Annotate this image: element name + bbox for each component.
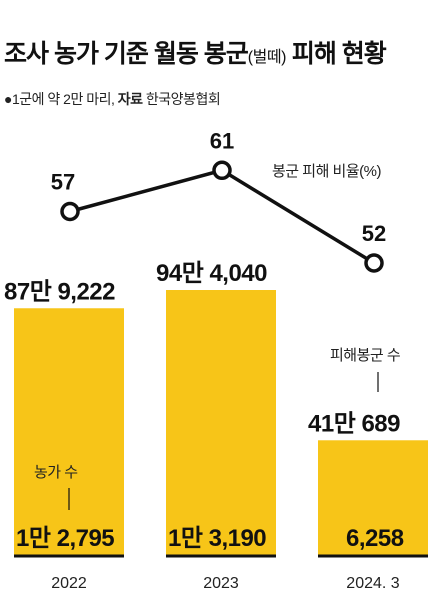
farm-count-label: 6,258	[346, 525, 404, 552]
bar-value-label: 94만 4,040	[156, 260, 267, 287]
bar-value-label: 41만 689	[308, 410, 400, 437]
farm-legend-annotation: 농가 수	[34, 464, 78, 481]
rate-legend-annotation: 봉군 피해 비율(%)	[272, 163, 381, 180]
bar-2022	[14, 308, 124, 556]
rate-value-label: 61	[210, 128, 234, 153]
rate-value-label: 57	[51, 170, 75, 195]
bar-value-label: 87만 9,222	[4, 278, 115, 305]
colony-legend-annotation: 피해봉군 수	[330, 347, 400, 364]
bar-2023	[166, 290, 276, 556]
rate-point	[212, 160, 232, 181]
farm-count-label: 1만 2,795	[16, 525, 114, 552]
rate-point	[60, 201, 80, 222]
rate-point	[364, 253, 384, 273]
x-tick-label: 2022	[51, 575, 87, 592]
bar-20243	[318, 440, 428, 556]
chart-title: 조사 농가 기준 월동 봉군(벌떼) 피해 현황	[4, 40, 387, 68]
x-tick-label: 2023	[203, 575, 239, 592]
x-tick-label: 2024. 3	[346, 575, 399, 592]
rate-line	[69, 168, 375, 265]
chart-subtitle: ●1군에 약 2만 마리, 자료 한국양봉협회	[4, 91, 221, 107]
rate-value-label: 52	[362, 221, 386, 246]
farm-count-label: 1만 3,190	[168, 525, 266, 552]
